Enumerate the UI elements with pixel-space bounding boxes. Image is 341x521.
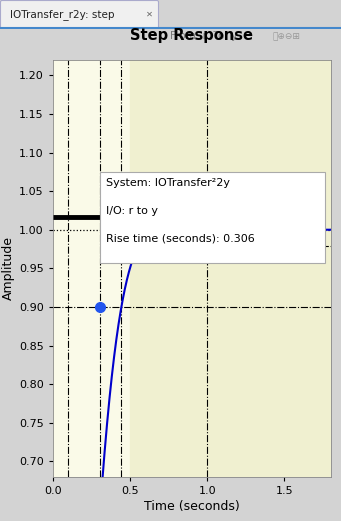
Text: ✕: ✕: [146, 10, 152, 19]
Y-axis label: Amplitude: Amplitude: [2, 237, 15, 300]
Text: ✋⊕⊖⊞: ✋⊕⊖⊞: [272, 32, 300, 41]
Text: Rise time (seconds): 0.306: Rise time (seconds): 0.306: [106, 233, 255, 243]
Text: System: IOTransfer²2y: System: IOTransfer²2y: [106, 178, 230, 188]
Title: Step Response: Step Response: [130, 29, 253, 43]
Text: I/O: r to y: I/O: r to y: [106, 206, 158, 216]
Bar: [130, 60, 331, 477]
FancyBboxPatch shape: [0, 1, 159, 29]
Text: From: r  To: y: From: r To: y: [169, 31, 237, 41]
X-axis label: Time (seconds): Time (seconds): [144, 500, 240, 513]
FancyBboxPatch shape: [100, 172, 325, 263]
Text: IOTransfer_r2y: step: IOTransfer_r2y: step: [10, 9, 115, 20]
